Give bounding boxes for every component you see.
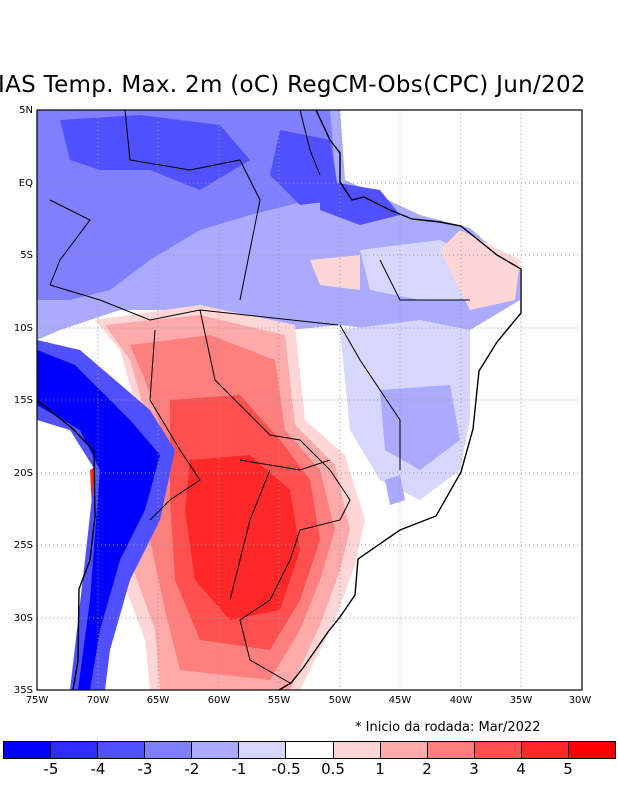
field-blue-andes-core — [37, 350, 160, 690]
colorbar-swatch — [380, 742, 428, 758]
colorbar — [3, 741, 616, 759]
lon-label: 45W — [389, 695, 412, 706]
colorbar-swatch — [333, 742, 381, 758]
colorbar-swatch — [239, 742, 287, 758]
lon-label: 75W — [26, 695, 49, 706]
colorbar-label: 5 — [563, 760, 573, 778]
lat-label: EQ — [19, 178, 33, 189]
colorbar-label: -5 — [43, 760, 59, 778]
field-red-5 — [90, 455, 300, 620]
lon-label: 35W — [510, 695, 533, 706]
colorbar-label: -0.5 — [271, 760, 301, 778]
colorbar-label: 1 — [375, 760, 385, 778]
colorbar-swatch — [4, 742, 52, 758]
map-title: IAS Temp. Max. 2m (oC) RegCM-Obs(CPC) Ju… — [0, 72, 586, 98]
coastline — [36, 109, 522, 691]
colorbar-swatch — [521, 742, 569, 758]
colorbar-swatch — [286, 742, 334, 758]
lon-label: 70W — [87, 695, 110, 706]
colorbar-swatch — [568, 742, 616, 758]
shaded-field — [37, 110, 520, 690]
colorbar-label: 3 — [469, 760, 479, 778]
gridlines — [37, 110, 582, 690]
colorbar-label: -1 — [231, 760, 247, 778]
borders — [49, 109, 470, 684]
lat-label: 10S — [14, 323, 33, 334]
colorbar-label: -2 — [184, 760, 200, 778]
field-blue-strong — [60, 115, 400, 225]
map-frame — [36, 109, 583, 691]
lon-label: 55W — [268, 695, 291, 706]
anomaly-map: 5N EQ 5S 10S 15S 20S 25S 30S 35S 75W 70W… — [14, 105, 592, 706]
colorbar-label: 4 — [516, 760, 526, 778]
colorbar-label: 2 — [422, 760, 432, 778]
lat-label: 35S — [14, 685, 33, 696]
colorbar-swatch — [474, 742, 522, 758]
colorbar-swatch — [51, 742, 99, 758]
colorbar-label: -3 — [137, 760, 153, 778]
colorbar-swatch — [192, 742, 240, 758]
colorbar-label: -4 — [90, 760, 106, 778]
colorbar-label: 0.5 — [321, 760, 345, 778]
lat-label: 5S — [20, 250, 33, 261]
colorbar-swatch — [98, 742, 146, 758]
lat-label: 5N — [19, 105, 33, 116]
lat-label: 30S — [14, 613, 33, 624]
lat-label: 15S — [14, 395, 33, 406]
lon-label: 40W — [450, 695, 473, 706]
lon-label: 30W — [569, 695, 592, 706]
lon-label: 50W — [329, 695, 352, 706]
lon-label: 60W — [208, 695, 231, 706]
colorbar-swatch — [145, 742, 193, 758]
lon-label: 65W — [147, 695, 170, 706]
lat-label: 20S — [14, 468, 33, 479]
run-start-note: * Inicio da rodada: Mar/2022 — [355, 720, 541, 735]
lat-label: 25S — [14, 540, 33, 551]
colorbar-swatch — [427, 742, 475, 758]
